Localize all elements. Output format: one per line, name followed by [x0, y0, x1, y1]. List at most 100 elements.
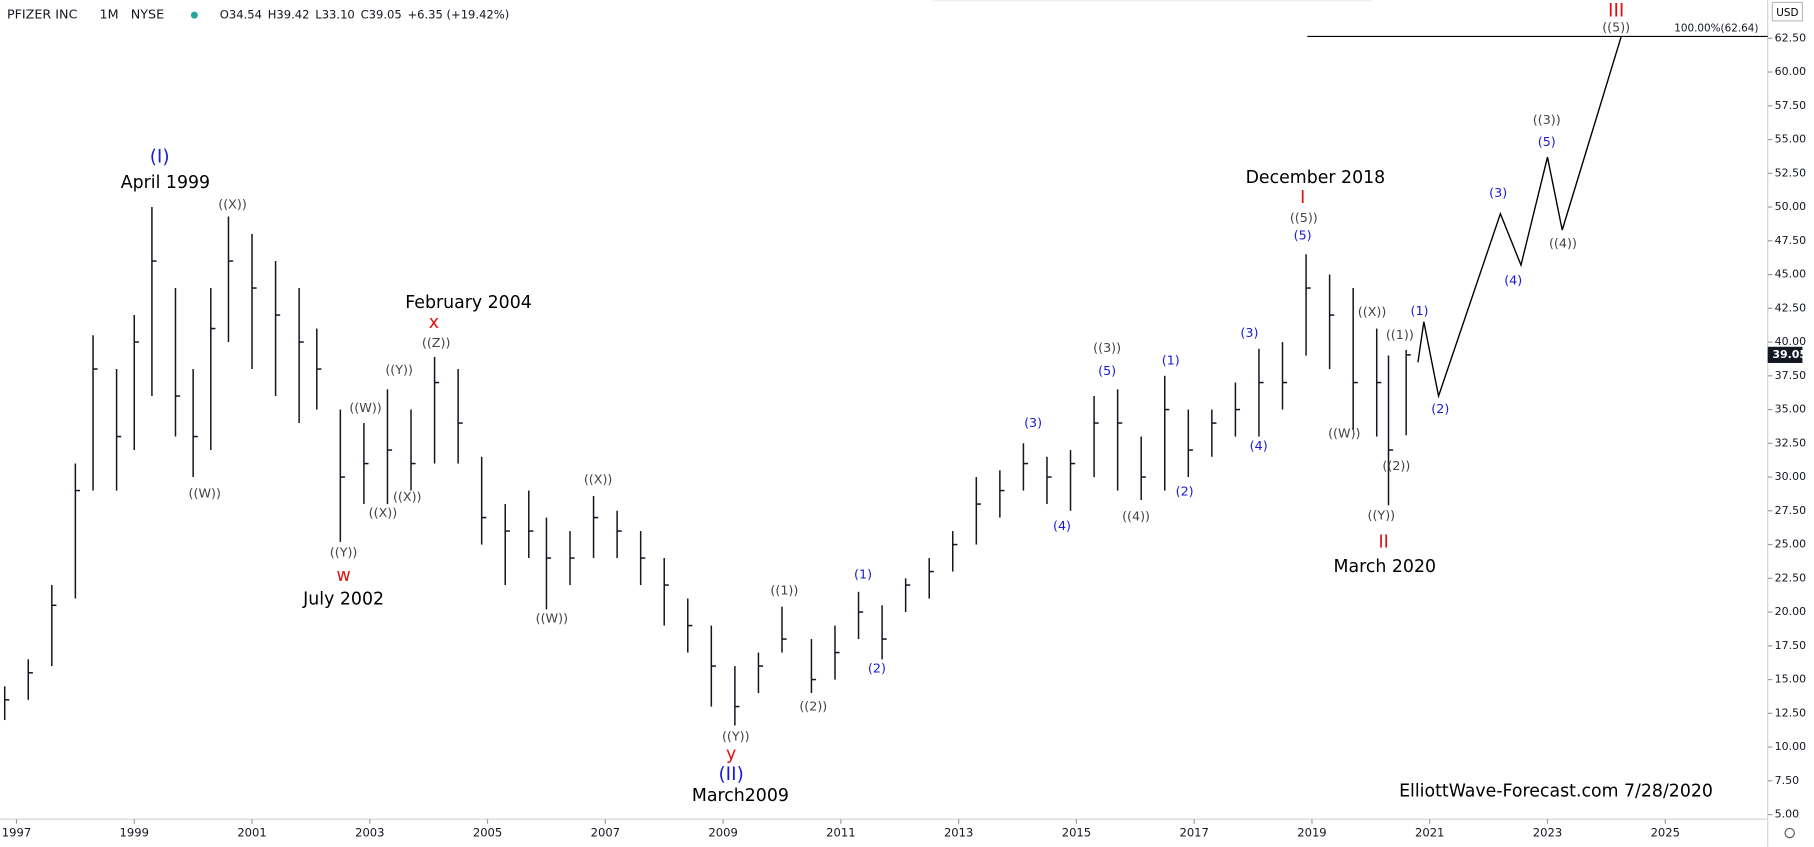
- settings-icon[interactable]: [1784, 827, 1795, 839]
- y-tick-label: 62.50: [1775, 31, 1806, 44]
- wave-label: y: [726, 744, 736, 764]
- wave-label: (2): [1431, 401, 1449, 416]
- x-tick-label: 2007: [591, 826, 620, 840]
- wave-label: ((4)): [1122, 509, 1150, 524]
- fib-label: 100.00%(62.64): [1674, 22, 1758, 34]
- last-price-box: [1767, 346, 1803, 363]
- y-tick-label: 47.50: [1775, 234, 1806, 247]
- wave-label: ((5)): [1602, 19, 1630, 34]
- x-tick-label: 2015: [1062, 826, 1091, 840]
- x-tick-label: 2011: [826, 826, 855, 840]
- wave-label: (3): [1240, 325, 1258, 340]
- wave-label: ((1)): [1386, 327, 1414, 342]
- wave-label: ((2)): [799, 698, 827, 713]
- y-tick-label: 30.00: [1775, 470, 1806, 483]
- wave-label: April 1999: [121, 173, 210, 193]
- y-tick-label: 27.50: [1775, 504, 1806, 517]
- x-tick-label: 1997: [2, 826, 31, 840]
- x-tick-label: 2021: [1415, 826, 1444, 840]
- y-tick-label: 32.50: [1775, 436, 1806, 449]
- x-tick-label: 2005: [473, 826, 502, 840]
- x-tick-label: 2019: [1297, 826, 1326, 840]
- x-tick-label: 2023: [1533, 826, 1562, 840]
- projection-line: [1417, 36, 1622, 399]
- currency-box[interactable]: [1771, 1, 1804, 22]
- x-tick-label: 1999: [120, 826, 149, 840]
- y-tick-label: 55.00: [1775, 133, 1806, 146]
- wave-label: ((W)): [536, 611, 568, 626]
- wave-label: w: [337, 566, 351, 586]
- wave-label: (4): [1053, 518, 1071, 533]
- y-tick-label: 57.50: [1775, 99, 1806, 112]
- wave-label: (1): [1410, 303, 1428, 318]
- wave-label: ((W)): [1328, 425, 1360, 440]
- wave-label: March2009: [692, 786, 789, 806]
- wave-label: (II): [718, 764, 743, 785]
- wave-label: (3): [1024, 415, 1042, 430]
- y-tick-label: 52.50: [1775, 166, 1806, 179]
- ohlc-value: C39.05: [361, 8, 402, 22]
- wave-label: (4): [1504, 273, 1522, 288]
- y-tick-label: 40.00: [1775, 335, 1806, 348]
- ohlc-value: O34.54: [220, 8, 262, 22]
- wave-label: I: [1300, 188, 1305, 208]
- wave-label: ((X)): [369, 505, 398, 520]
- y-tick-label: 37.50: [1775, 369, 1806, 382]
- wave-label: ((W)): [349, 400, 381, 415]
- symbol: PFIZER INC: [7, 7, 78, 22]
- top-toolbar: [932, 0, 1373, 2]
- ohlc-value: H39.42: [268, 8, 310, 22]
- wave-label: ((X)): [1358, 304, 1387, 319]
- wave-label: February 2004: [405, 293, 532, 313]
- y-tick-label: 10.00: [1775, 740, 1806, 753]
- wave-label: III: [1608, 1, 1624, 22]
- wave-label: ((X)): [393, 489, 422, 504]
- y-tick-label: 12.50: [1775, 706, 1806, 719]
- wave-label: (1): [854, 567, 872, 582]
- wave-label: (5): [1294, 228, 1312, 243]
- x-tick-label: 2013: [944, 826, 973, 840]
- wave-label: ((3)): [1533, 112, 1561, 127]
- wave-label: (3): [1489, 185, 1507, 200]
- header: PFIZER INC 1M NYSE O34.54 H39.42 L33.10 C39…: [7, 7, 509, 22]
- x-tick-label: 2003: [355, 826, 384, 840]
- wave-label: ((Z)): [422, 335, 451, 350]
- x-tick-label: 2009: [708, 826, 737, 840]
- wave-label: July 2002: [302, 589, 384, 609]
- y-tick-label: 20.00: [1775, 605, 1806, 618]
- wave-label: ((2)): [1382, 458, 1410, 473]
- wave-label: ((Y)): [385, 362, 413, 377]
- wave-label: ElliottWave-Forecast.com 7/28/2020: [1399, 781, 1713, 801]
- x-tick-label: 2017: [1179, 826, 1208, 840]
- last-price-label: 39.05: [1772, 348, 1807, 361]
- y-tick-label: 22.50: [1775, 571, 1806, 584]
- wave-label: (5): [1538, 134, 1556, 149]
- y-tick-label: 25.00: [1775, 538, 1806, 551]
- status-dot: [190, 11, 198, 19]
- exchange: NYSE: [131, 7, 164, 22]
- wave-label: (I): [150, 146, 170, 167]
- wave-label: (1): [1162, 353, 1180, 368]
- x-tick-label: 2025: [1651, 826, 1680, 840]
- ohlc-value: L33.10: [315, 8, 355, 22]
- y-tick-label: 15.00: [1775, 673, 1806, 686]
- wave-label: (2): [868, 660, 886, 675]
- y-tick-label: 17.50: [1775, 639, 1806, 652]
- wave-label: ((Y)): [1368, 508, 1396, 523]
- wave-label: ((X)): [584, 472, 613, 487]
- wave-label: December 2018: [1246, 168, 1386, 188]
- y-tick-label: 45.00: [1775, 268, 1806, 281]
- y-tick-label: 50.00: [1775, 200, 1806, 213]
- wave-label: (2): [1176, 483, 1194, 498]
- y-tick-label: 60.00: [1775, 65, 1806, 78]
- wave-label: ((Y)): [722, 729, 750, 744]
- wave-label: (5): [1098, 363, 1116, 378]
- y-tick-label: 7.50: [1775, 774, 1799, 787]
- wave-label: ((3)): [1093, 340, 1121, 355]
- y-tick-label: 5.00: [1775, 808, 1799, 821]
- x-tick-label: 2001: [237, 826, 266, 840]
- ohlc-value: +6.35 (+19.42%): [407, 8, 509, 22]
